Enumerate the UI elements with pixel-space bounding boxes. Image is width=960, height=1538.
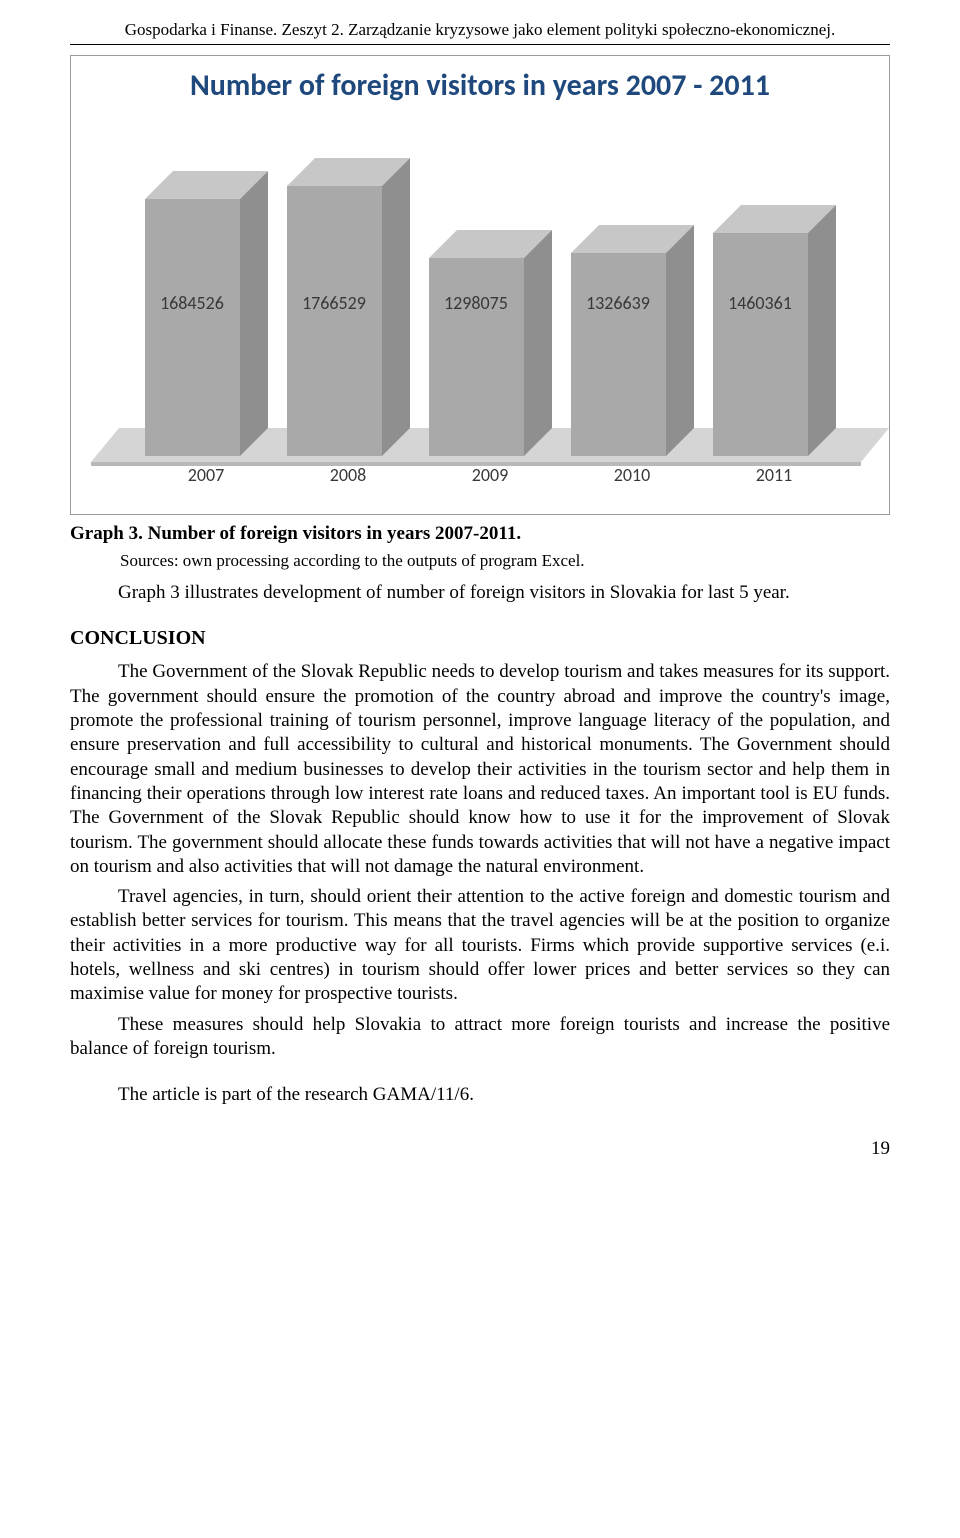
chart-x-label: 2009 [430,464,550,486]
chart-x-label: 2007 [146,464,266,486]
paragraph-3: These measures should help Slovakia to a… [70,1013,890,1062]
chart-x-label: 2008 [288,464,408,486]
chart-x-label: 2011 [714,464,834,486]
chart-data-label: 1326639 [558,292,678,314]
figure-sources: Sources: own processing according to the… [120,551,890,571]
chart-bar [571,225,694,456]
paragraph-1: The Government of the Slovak Republic ne… [70,660,890,879]
chart-data-label: 1766529 [274,292,394,314]
figure-caption: Graph 3. Number of foreign visitors in y… [70,523,890,545]
page-number: 19 [70,1138,890,1160]
chart-bar [429,230,552,456]
chart-title: Number of foreign visitors in years 2007… [71,68,889,104]
chart-plot-area: 2007 2008 2009 2010 2011 1684526 1766529 129807… [81,114,879,504]
section-heading: CONCLUSION [70,627,890,650]
running-header: Gospodarka i Finanse. Zeszyt 2. Zarządza… [70,20,890,45]
intro-paragraph: Graph 3 illustrates development of numbe… [70,581,890,605]
chart-data-label: 1298075 [416,292,536,314]
chart-container: Number of foreign visitors in years 2007… [70,55,890,515]
paragraph-4: The article is part of the research GAMA… [70,1083,890,1107]
chart-data-label: 1684526 [132,292,252,314]
chart-bar [713,205,836,456]
paragraph-2: Travel agencies, in turn, should orient … [70,885,890,1007]
chart-x-label: 2010 [572,464,692,486]
chart-data-label: 1460361 [700,292,820,314]
